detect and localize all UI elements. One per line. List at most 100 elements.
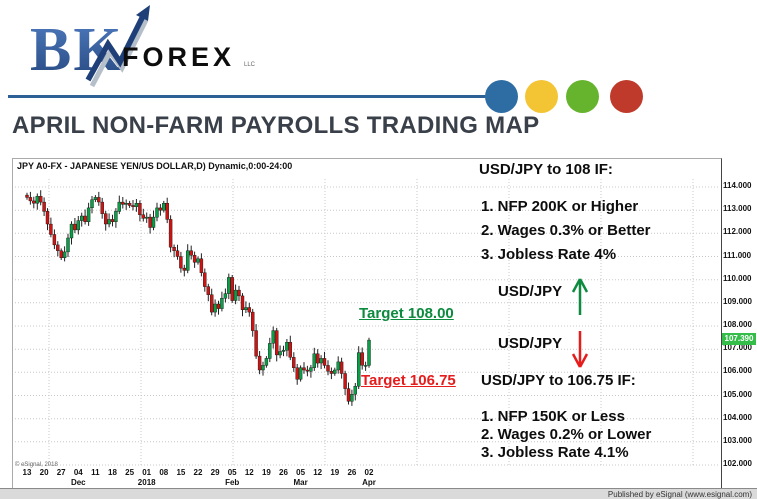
candle	[339, 361, 344, 374]
candle	[281, 350, 286, 352]
x-tick-label: 27	[56, 468, 66, 477]
y-tick-label: 111.000	[723, 250, 752, 260]
candle	[97, 197, 101, 203]
footer: Published by eSignal (www.esignal.com)	[0, 488, 757, 499]
candle	[240, 295, 245, 310]
candle	[295, 367, 299, 380]
candle	[168, 219, 173, 248]
x-tick-label: 29	[210, 468, 220, 477]
y-tick-label: 106.000	[723, 366, 752, 376]
bk-forex-logo: BK FOREX LLC	[30, 5, 256, 88]
y-tick-label: 114.000	[723, 181, 752, 190]
candle	[199, 258, 204, 273]
candle	[285, 341, 289, 351]
x-tick-label: 05	[296, 468, 306, 477]
candle	[343, 373, 347, 389]
y-tick-label: 107.000	[723, 343, 752, 353]
candle	[42, 201, 46, 212]
accent-dot-blue	[485, 80, 518, 113]
candle	[326, 365, 330, 372]
x-month-label: 2018	[137, 478, 156, 487]
candle	[264, 358, 269, 366]
y-tick-label: 108.000	[723, 320, 752, 329]
candle	[189, 250, 193, 256]
candle	[155, 207, 159, 218]
candle	[83, 215, 87, 223]
candle	[110, 219, 115, 222]
candle	[52, 234, 57, 246]
candle	[336, 361, 340, 371]
bear-item: 2. Wages 0.2% or Lower	[481, 426, 652, 443]
bull-item: 3. Jobless Rate 4%	[481, 246, 617, 263]
candle	[62, 251, 67, 258]
candle	[367, 339, 371, 366]
candle	[209, 294, 214, 313]
bull-item: 1. NFP 200K or Higher	[481, 198, 639, 215]
candle	[141, 214, 146, 219]
candle	[292, 357, 296, 368]
candle	[114, 211, 118, 222]
y-tick-label: 105.000	[723, 389, 752, 399]
candle	[28, 197, 33, 202]
trend-arrow-icon	[85, 12, 147, 82]
x-tick-label: 08	[159, 468, 169, 477]
candle	[216, 303, 221, 309]
candle	[76, 220, 80, 231]
y-tick-label: 109.000	[723, 296, 752, 306]
x-tick-label: 05	[227, 468, 237, 477]
x-tick-label: 26	[279, 468, 288, 477]
x-tick-label: 20	[39, 468, 49, 477]
candle	[220, 297, 224, 309]
y-tick-label: 110.000	[723, 273, 752, 283]
chart-symbol-title: JPY A0-FX - JAPANESE YEN/US DOLLAR,D) Dy…	[17, 161, 293, 171]
candle	[35, 196, 39, 204]
candle	[158, 207, 163, 211]
candle	[250, 311, 255, 331]
bull-scenario-list: 1. NFP 200K or Higher 2. Wages 0.3% or B…	[481, 195, 651, 267]
candle	[25, 194, 29, 198]
candle	[329, 370, 334, 374]
candle	[127, 203, 132, 206]
candle	[333, 369, 337, 374]
x-tick-label: 19	[261, 468, 271, 477]
candle	[257, 355, 262, 371]
candle	[346, 388, 351, 402]
y-tick-label: 104.000	[723, 412, 752, 422]
candle	[86, 207, 91, 223]
x-month-label: Mar	[293, 478, 308, 487]
candle	[244, 307, 248, 310]
candle	[103, 213, 108, 225]
pair-up-label: USD/JPY	[498, 283, 563, 300]
candle	[223, 293, 228, 299]
x-month-label: Dec	[70, 478, 86, 487]
candle	[148, 216, 152, 228]
candle	[322, 358, 327, 366]
arrowhead-icon	[136, 5, 150, 21]
target-up-label: Target 108.00	[359, 305, 454, 322]
candle	[93, 197, 98, 200]
candle	[288, 341, 292, 358]
down-arrow-icon	[571, 331, 589, 368]
pair-down-label: USD/JPY	[498, 335, 563, 352]
candlestick-plot	[15, 179, 719, 466]
candle	[151, 216, 156, 228]
candle	[196, 258, 200, 263]
x-tick-label: 02	[364, 468, 374, 477]
page-title: APRIL NON-FARM PAYROLLS TRADING MAP	[12, 112, 540, 139]
x-tick-label: 19	[330, 468, 340, 477]
candle	[305, 369, 310, 372]
candle	[233, 289, 238, 301]
candle	[179, 256, 183, 269]
y-tick-label: 102.000	[723, 459, 752, 468]
candle	[192, 255, 197, 263]
x-tick-label: 04	[73, 468, 83, 477]
y-tick-label: 112.000	[723, 227, 752, 237]
candle	[107, 219, 111, 225]
x-tick-label: 12	[313, 468, 323, 477]
candle	[182, 267, 187, 271]
bear-scenario-title: USD/JPY to 106.75 IF:	[481, 372, 636, 389]
x-tick-label: 12	[244, 468, 254, 477]
candle	[268, 343, 272, 359]
x-tick-label: 22	[193, 468, 203, 477]
